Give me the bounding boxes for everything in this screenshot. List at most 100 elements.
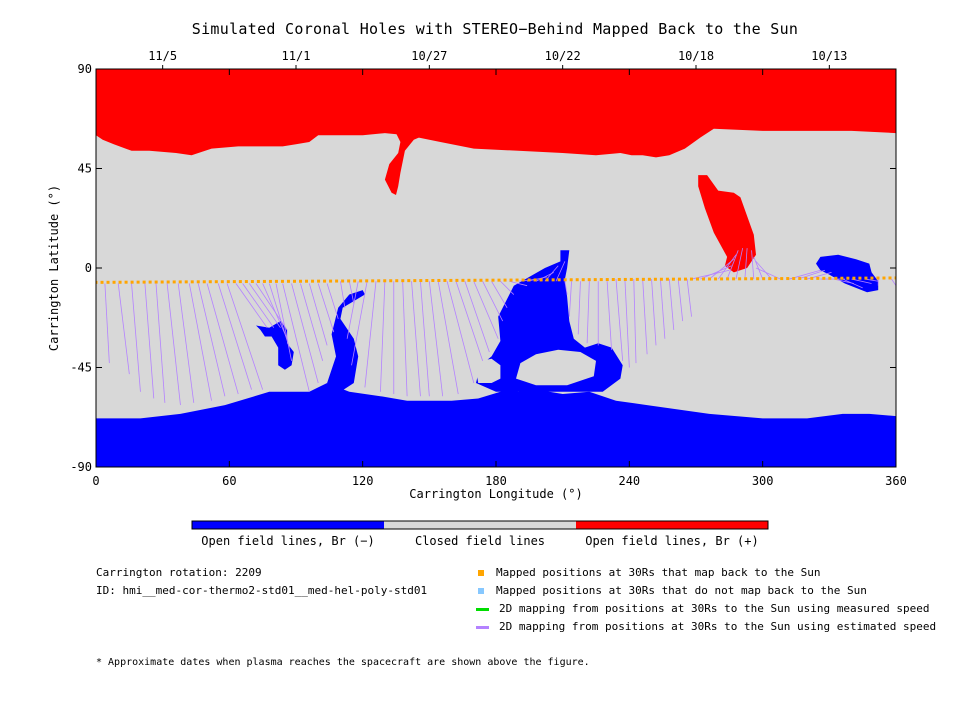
mapped-position-point (329, 279, 333, 283)
field-line-estimated (317, 283, 335, 333)
field-line-estimated (411, 281, 421, 397)
mapped-position-point (166, 280, 170, 284)
small-east-coronal-hole (816, 254, 879, 293)
mapped-position-point (377, 279, 381, 283)
mapped-position-point (112, 280, 116, 284)
mapped-position-point (341, 279, 345, 283)
closed-island-b (516, 349, 596, 386)
field-line-estimated (262, 283, 288, 339)
mapped-position-point (124, 280, 128, 284)
positive-isolated-coronal-hole (698, 175, 756, 273)
field-line-estimated (651, 279, 657, 346)
mapped-position-point (876, 276, 880, 280)
field-line-estimated (686, 279, 692, 317)
mapped-position-point (762, 277, 766, 281)
field-line-estimated (282, 283, 310, 392)
mapped-position-point (479, 278, 483, 282)
mapped-position-point (190, 280, 194, 284)
mapped-position-point (816, 276, 820, 280)
north-polar-coronal-hole (96, 69, 896, 158)
purple-line-icon (476, 625, 489, 629)
x-tick-label: 60 (222, 474, 236, 488)
mapped-position-point (810, 276, 814, 280)
x-tick-label: 180 (485, 474, 507, 488)
mapped-position-point (485, 278, 489, 282)
mapped-position-point (286, 279, 290, 283)
field-line-estimated (437, 281, 459, 395)
mapped-position-point (888, 276, 892, 280)
x-tick-label: 300 (752, 474, 774, 488)
field-line-estimated (668, 279, 675, 330)
field-line-estimated (455, 281, 484, 361)
field-line-estimated (755, 261, 772, 280)
field-line-estimated (642, 279, 648, 355)
field-line-estimated (351, 281, 368, 366)
legend-label: 2D mapping from positions at 30Rs to the… (499, 602, 930, 615)
mapped-position-point (659, 277, 663, 281)
field-line-estimated (633, 279, 637, 364)
mapped-position-point (250, 280, 254, 284)
mapped-position-point (148, 280, 152, 284)
mapped-position-point (611, 278, 615, 282)
mapped-position-point (840, 276, 844, 280)
field-line-estimated (726, 250, 739, 280)
mapped-position-point (834, 276, 838, 280)
closed-island-a (476, 358, 501, 383)
mapped-position-point (299, 279, 303, 283)
field-line-estimated (677, 279, 684, 322)
mapped-position-point (256, 279, 260, 283)
x-tick-label: 0 (92, 474, 99, 488)
mapped-position-point (581, 278, 585, 282)
mapped-position-point (617, 277, 621, 281)
mapped-position-point (232, 280, 236, 284)
mapped-position-point (244, 280, 248, 284)
mapped-position-point (828, 276, 832, 280)
mapped-position-point (635, 277, 639, 281)
field-line-estimated (586, 281, 590, 344)
field-line-estimated (346, 281, 359, 339)
y-tick-label: 45 (78, 162, 92, 176)
colorbar-segment (384, 521, 576, 529)
colorbar-label-open-positive: Open field lines, Br (+) (585, 534, 759, 548)
legend-item-mapped-back: Mapped positions at 30Rs that map back t… (476, 566, 821, 580)
model-id-text: ID: hmi__med-cor-thermo2-std01__med-hel-… (96, 584, 428, 597)
footnote: * Approximate dates when plasma reaches … (96, 657, 590, 668)
field-line-estimated (131, 283, 141, 392)
field-line-estimated (155, 283, 166, 403)
field-line-estimated (242, 283, 275, 328)
mapped-position-point (455, 278, 459, 282)
field-line-estimated (568, 281, 572, 317)
mapped-position-point (768, 277, 772, 281)
field-line-estimated (255, 283, 288, 331)
field-line-estimated (851, 278, 872, 284)
mapped-position-point (720, 277, 724, 281)
field-line-estimated (144, 283, 155, 399)
mapped-position-point (96, 280, 98, 284)
mapped-position-point (696, 277, 700, 281)
mapped-position-point (497, 278, 501, 282)
field-line-estimated (166, 283, 181, 406)
field-line-estimated (217, 283, 252, 390)
field-line-estimated (564, 281, 568, 295)
mapped-position-point (172, 280, 176, 284)
legend-item-not-mapped-back: Mapped positions at 30Rs that do not map… (476, 584, 867, 598)
mapped-position-point (702, 277, 706, 281)
field-line-estimated (753, 256, 764, 280)
field-line-estimated (751, 250, 755, 280)
mapped-position-point (425, 279, 429, 283)
mapped-position-point (142, 280, 146, 284)
field-line-estimated (197, 283, 226, 397)
field-line-estimated (473, 281, 499, 339)
mapped-position-point (509, 278, 513, 282)
mapped-position-point (202, 280, 206, 284)
field-line-estimated (340, 281, 346, 308)
mapped-position-point (647, 277, 651, 281)
mapped-position-point (641, 277, 645, 281)
mapped-position-point (545, 278, 549, 282)
mapped-position-point (689, 277, 693, 281)
mapped-position-point (311, 279, 315, 283)
field-line-estimated (744, 248, 748, 280)
field-line-estimated (735, 248, 744, 280)
mapped-position-point (238, 280, 242, 284)
field-line-estimated (326, 283, 339, 319)
